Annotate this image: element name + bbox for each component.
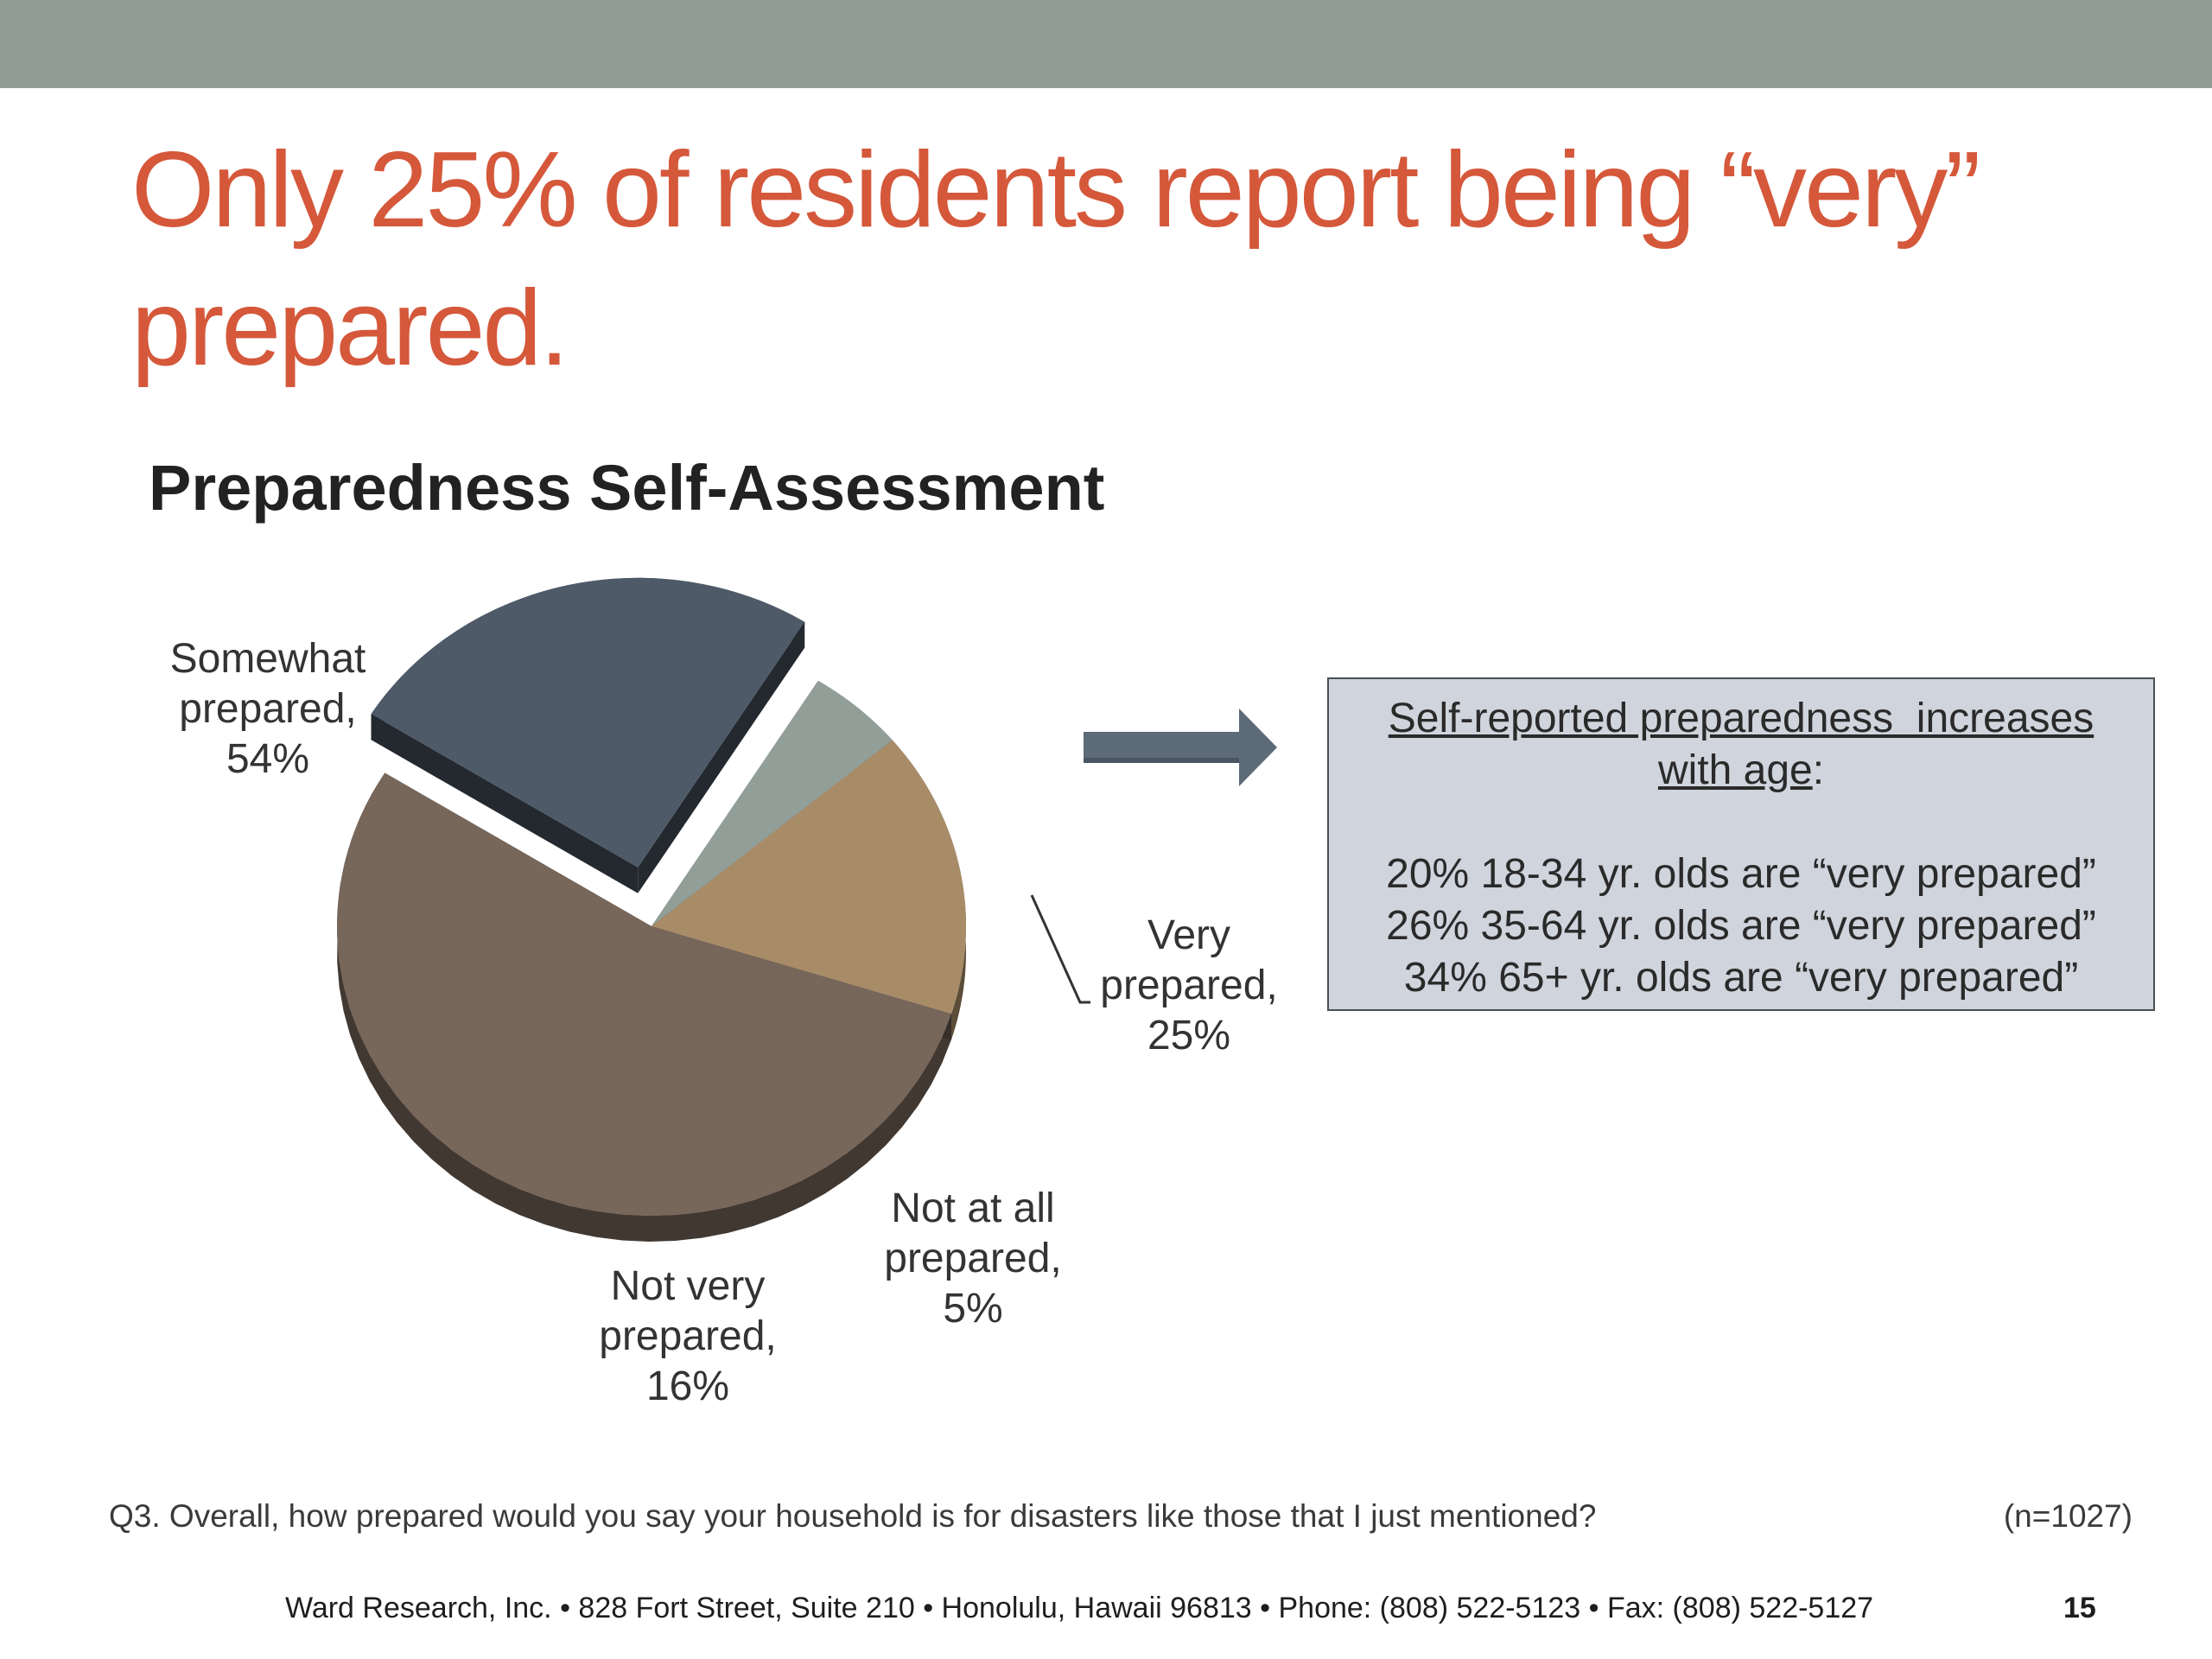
slide-title: Only 25% of residents report being “very… bbox=[131, 130, 1981, 388]
right-arrow-icon bbox=[1084, 709, 1277, 786]
age-callout-box: Self-reported preparedness increases wit… bbox=[1327, 677, 2155, 1011]
survey-question: Q3. Overall, how prepared would you say … bbox=[109, 1498, 1597, 1534]
slice-label-somewhat: Somewhat prepared, 54% bbox=[169, 636, 366, 782]
callout-heading: Self-reported preparedness increases bbox=[1388, 696, 2094, 741]
pie-slice bbox=[652, 740, 967, 1014]
callout-lines: 20% 18-34 yr. olds are “very prepared” 2… bbox=[1329, 849, 2153, 1004]
callout-line: 26% 35-64 yr. olds are “very prepared” bbox=[1386, 903, 2096, 949]
footer-contact: Ward Research, Inc. • 828 Fort Street, S… bbox=[285, 1592, 1874, 1624]
pie-slice bbox=[337, 772, 951, 1216]
leader-line bbox=[1030, 894, 1090, 1004]
pie-slice-face bbox=[371, 714, 639, 893]
top-banner bbox=[0, 0, 2212, 88]
callout-line: 34% 65+ yr. olds are “very prepared” bbox=[1403, 955, 2079, 1001]
page-number: 15 bbox=[2063, 1592, 2096, 1624]
slice-label-not-very: Not very prepared, 16% bbox=[599, 1263, 777, 1409]
sample-size: (n=1027) bbox=[2003, 1498, 2133, 1534]
slice-label-very: Very prepared, 25% bbox=[1100, 912, 1278, 1058]
pie-slice-face bbox=[638, 621, 805, 893]
pie-slice bbox=[371, 577, 805, 868]
pie-slice bbox=[652, 680, 893, 926]
slice-label-not-at-all: Not at all prepared, 5% bbox=[884, 1185, 1062, 1332]
chart-title: Preparedness Self-Assessment bbox=[149, 452, 1105, 524]
callout-line: 20% 18-34 yr. olds are “very prepared” bbox=[1386, 851, 2096, 897]
callout-heading-line2: with age: bbox=[1657, 747, 1825, 793]
